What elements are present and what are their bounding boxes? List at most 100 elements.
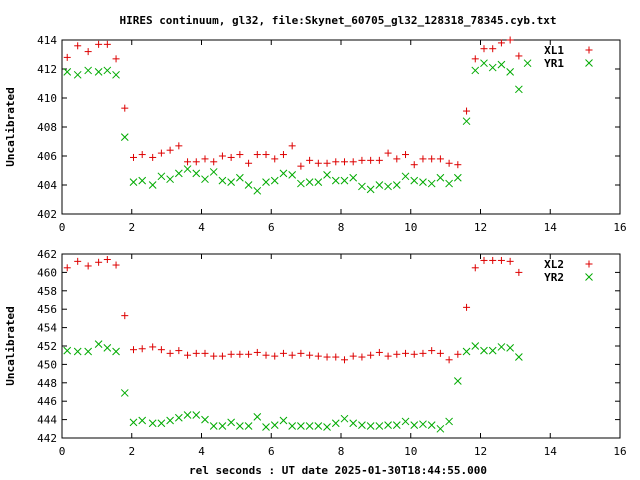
- data-point: [358, 421, 366, 429]
- y-tick-label: 446: [37, 395, 57, 408]
- data-point: [471, 66, 480, 75]
- chart-title: HIRES continuum, gl32, file:Skynet_60705…: [119, 14, 556, 27]
- data-point: [297, 349, 305, 357]
- data-point: [454, 350, 462, 358]
- data-point: [121, 312, 129, 320]
- legend-marker: [585, 273, 593, 281]
- data-point: [138, 416, 147, 425]
- data-point: [262, 151, 270, 159]
- data-point: [253, 151, 261, 159]
- x-tick-label: 16: [613, 221, 626, 234]
- data-point: [497, 256, 505, 264]
- data-point: [402, 151, 410, 159]
- data-point: [375, 422, 384, 430]
- data-point: [367, 156, 375, 164]
- data-point: [95, 258, 103, 266]
- x-tick-label: 2: [128, 445, 135, 458]
- data-point: [210, 352, 218, 360]
- data-point: [384, 421, 392, 429]
- data-point: [201, 175, 209, 184]
- data-point: [419, 420, 427, 429]
- data-point: [515, 52, 523, 60]
- data-point: [340, 414, 349, 423]
- data-point: [166, 416, 174, 425]
- data-point: [506, 68, 514, 76]
- data-point: [445, 417, 453, 426]
- data-point: [497, 60, 506, 69]
- data-point: [236, 173, 244, 182]
- data-point: [480, 59, 488, 68]
- data-point: [402, 349, 410, 357]
- data-point: [428, 155, 436, 163]
- x-tick-label: 16: [613, 445, 626, 458]
- data-point: [253, 348, 261, 356]
- data-point: [375, 348, 383, 356]
- data-point: [506, 257, 514, 265]
- series-yr1: [63, 59, 532, 195]
- data-point: [236, 350, 244, 358]
- x-tick-label: 6: [268, 221, 275, 234]
- x-tick-label: 0: [59, 221, 66, 234]
- data-point: [166, 146, 174, 154]
- data-point: [63, 53, 71, 61]
- data-point: [471, 55, 479, 63]
- data-point: [157, 419, 166, 428]
- data-point: [340, 158, 348, 166]
- data-point: [305, 422, 314, 430]
- data-point: [306, 351, 314, 359]
- x-tick-label: 0: [59, 445, 66, 458]
- data-point: [358, 353, 366, 361]
- data-point: [149, 343, 157, 351]
- data-point: [314, 159, 322, 167]
- data-point: [349, 352, 357, 360]
- data-point: [480, 45, 488, 53]
- data-point: [314, 422, 323, 430]
- y-tick-label: 452: [37, 340, 57, 353]
- data-point: [112, 55, 120, 63]
- data-point: [245, 350, 253, 358]
- data-point: [175, 142, 183, 150]
- data-point: [410, 350, 418, 358]
- data-point: [112, 347, 120, 356]
- data-point: [227, 153, 235, 161]
- data-point: [358, 182, 366, 191]
- y-tick-label: 414: [37, 34, 57, 47]
- data-point: [488, 346, 497, 355]
- data-point: [366, 422, 375, 430]
- series-yr2: [63, 340, 523, 433]
- data-point: [515, 268, 523, 276]
- data-point: [480, 346, 488, 355]
- data-point: [174, 413, 183, 422]
- data-point: [375, 156, 383, 164]
- x-axis-label: rel seconds : UT date 2025-01-30T18:44:5…: [189, 464, 487, 477]
- data-point: [506, 343, 514, 352]
- data-point: [245, 159, 253, 167]
- data-point: [183, 411, 192, 419]
- data-point: [392, 181, 401, 189]
- data-point: [63, 68, 72, 76]
- data-point: [288, 142, 296, 150]
- data-point: [436, 424, 445, 433]
- data-point: [489, 45, 497, 53]
- legend-label: YR1: [544, 57, 564, 70]
- data-point: [323, 170, 331, 179]
- y-tick-label: 406: [37, 150, 57, 163]
- data-point: [445, 179, 453, 188]
- x-tick-label: 10: [404, 221, 417, 234]
- data-point: [262, 351, 270, 359]
- data-point: [436, 173, 445, 182]
- data-point: [471, 264, 479, 272]
- data-point: [175, 347, 183, 355]
- data-point: [148, 181, 157, 189]
- data-point: [489, 256, 497, 264]
- data-point: [201, 415, 209, 424]
- data-point: [244, 181, 253, 189]
- y-tick-label: 458: [37, 285, 57, 298]
- data-point: [463, 303, 471, 311]
- data-point: [393, 350, 401, 358]
- data-point: [288, 422, 297, 430]
- data-point: [297, 422, 305, 430]
- y-tick-label: 460: [37, 266, 57, 279]
- data-point: [384, 352, 392, 360]
- data-point: [218, 422, 227, 430]
